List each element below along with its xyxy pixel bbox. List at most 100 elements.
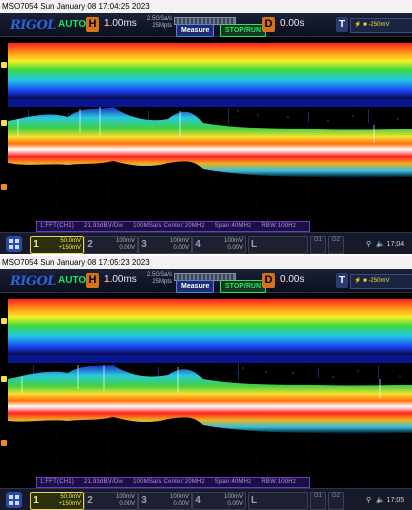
timebase-value[interactable]: 1.00ms <box>104 18 137 29</box>
ch2-number: 2 <box>87 495 93 506</box>
horizontal-badge[interactable]: H <box>86 17 99 32</box>
channel-status-bar: 1 50.0mV +150mV 2 100mV 0.00V 3 100mV 0.00V… <box>0 488 412 510</box>
ch1-offset: +150mV <box>58 245 81 251</box>
generator-1-button[interactable]: G1 <box>310 492 326 510</box>
usb-icon: ⚲ <box>366 241 372 248</box>
speaker-icon[interactable]: 🔈 <box>376 497 385 504</box>
sample-info: 2.5GSa/s 25Mpts <box>136 16 172 30</box>
ch1-offset-marker[interactable] <box>1 376 7 382</box>
ch1-number: 1 <box>33 239 39 250</box>
ch2-offset: 0.00V <box>119 501 135 507</box>
scope-screen-2: MSO7054 Sun January 08 17:05:23 2023 RIG… <box>0 256 412 510</box>
trigger-badge[interactable]: T <box>336 17 348 32</box>
spectrum-svg <box>8 37 412 230</box>
trigger-level-marker[interactable] <box>1 184 7 190</box>
ch3-status[interactable]: 3 100mV 0.00V <box>138 492 192 510</box>
trigger-info[interactable]: ⚡ ■ -250mV <box>350 274 412 289</box>
logic-label: L <box>250 239 258 250</box>
ch3-offset: 0.00V <box>173 245 189 251</box>
generator-2-button[interactable]: G2 <box>328 236 344 254</box>
ch3-status[interactable]: 3 100mV 0.00V <box>138 236 192 254</box>
fft-source: 1:FFT(CH1) <box>40 479 74 485</box>
spectrum-plot <box>8 293 412 486</box>
ch1-number: 1 <box>33 495 39 506</box>
home-menu-icon[interactable] <box>6 236 22 252</box>
top-toolbar: RIGOL AUTO H 1.00ms 2.5GSa/s 25Mpts Meas… <box>0 13 412 37</box>
speaker-icon[interactable]: 🔈 <box>376 241 385 248</box>
delay-value[interactable]: 0.00s <box>280 274 305 285</box>
delay-badge[interactable]: D <box>262 273 275 288</box>
ch1-offset: +150mV <box>58 501 81 507</box>
measure-button[interactable]: Measure <box>176 280 215 293</box>
ch4-number: 4 <box>195 239 201 250</box>
fft-span: Span:40MHz <box>214 223 252 229</box>
ch3-scale: 100mV <box>169 494 189 500</box>
generator-2-button[interactable]: G2 <box>328 492 344 510</box>
ch1-offset-marker[interactable] <box>1 120 7 126</box>
measure-button[interactable]: Measure <box>176 24 215 37</box>
delay-value[interactable]: 0.00s <box>280 18 305 29</box>
trigger-level-marker[interactable] <box>1 440 7 446</box>
ch4-offset: 0.00V <box>227 501 243 507</box>
ch2-number: 2 <box>87 239 93 250</box>
generator-1-button[interactable]: G1 <box>310 236 326 254</box>
clock-time: 17:04 <box>386 241 405 248</box>
ch2-status[interactable]: 2 100mV 0.00V <box>84 492 138 510</box>
ch1-scale: 50.0mV <box>60 238 81 244</box>
memory-depth: 25Mpts <box>152 23 172 29</box>
trigger-edge-icon: ⚡ ■ <box>354 22 369 28</box>
fft-rbw: RBW:100Hz <box>261 479 297 485</box>
screenshot-title: MSO7054 Sun January 08 17:05:23 2023 <box>0 256 412 269</box>
fft-span: Span:40MHz <box>214 479 252 485</box>
trigger-level: -250mV <box>368 278 390 284</box>
fft-scale: 21.93dBV/Div <box>84 223 124 229</box>
fft-info-bar[interactable]: 1:FFT(CH1) 21.93dBV/Div 100MSa/s Center:20… <box>36 221 311 232</box>
sample-rate: 2.5GSa/s <box>146 16 172 22</box>
horizontal-badge[interactable]: H <box>86 273 99 288</box>
memory-depth: 25Mpts <box>152 279 172 285</box>
delay-badge[interactable]: D <box>262 17 275 32</box>
ch1-level-marker[interactable] <box>1 62 7 68</box>
timebase-value[interactable]: 1.00ms <box>104 274 137 285</box>
acquire-mode-button[interactable]: AUTO <box>58 19 87 30</box>
ch2-scale: 100mV <box>115 494 135 500</box>
trigger-level: -250mV <box>368 22 390 28</box>
ch3-scale: 100mV <box>169 238 189 244</box>
signal-spectrum-band <box>8 365 412 434</box>
fft-sample-center: 100MSa/s Center:20MHz <box>133 479 205 485</box>
noise-floor-band <box>8 299 412 355</box>
sample-info: 2.5GSa/s 25Mpts <box>136 272 172 286</box>
fft-info-bar[interactable]: 1:FFT(CH1) 21.93dBV/Div 100MSa/s Center:20… <box>36 477 311 488</box>
top-toolbar: RIGOL AUTO H 1.00ms 2.5GSa/s 25Mpts Meas… <box>0 269 412 293</box>
logic-status[interactable]: L <box>248 492 308 510</box>
ch1-status[interactable]: 1 50.0mV +150mV <box>30 236 84 254</box>
clock: 🔈 17:04 <box>376 240 404 248</box>
home-menu-icon[interactable] <box>6 492 22 508</box>
ch1-level-marker[interactable] <box>1 318 7 324</box>
fft-scale: 21.93dBV/Div <box>84 479 124 485</box>
logic-label: L <box>250 495 258 506</box>
acquire-mode-button[interactable]: AUTO <box>58 275 87 286</box>
trigger-edge-icon: ⚡ ■ <box>354 278 369 284</box>
logic-status[interactable]: L <box>248 236 308 254</box>
ch4-offset: 0.00V <box>227 245 243 251</box>
usb-icon: ⚲ <box>366 497 372 504</box>
trigger-info[interactable]: ⚡ ■ -250mV <box>350 18 412 33</box>
ch4-number: 4 <box>195 495 201 506</box>
ch1-status[interactable]: 1 50.0mV +150mV <box>30 492 84 510</box>
rigol-logo: RIGOL <box>10 274 56 289</box>
ch4-status[interactable]: 4 100mV 0.00V <box>192 492 246 510</box>
rigol-logo: RIGOL <box>10 18 56 33</box>
fft-source: 1:FFT(CH1) <box>40 223 74 229</box>
ch3-number: 3 <box>141 495 147 506</box>
ch4-scale: 100mV <box>223 494 243 500</box>
screenshot-title: MSO7054 Sun January 08 17:04:25 2023 <box>0 0 412 13</box>
channel-status-bar: 1 50.0mV +150mV 2 100mV 0.00V 3 100mV 0.00V… <box>0 232 412 254</box>
trigger-badge[interactable]: T <box>336 273 348 288</box>
ch2-status[interactable]: 2 100mV 0.00V <box>84 236 138 254</box>
scope-screen-1: MSO7054 Sun January 08 17:04:25 2023 RIG… <box>0 0 412 254</box>
stop-run-button[interactable]: STOP/RUN <box>220 280 267 293</box>
stop-run-button[interactable]: STOP/RUN <box>220 24 267 37</box>
clock-time: 17:05 <box>386 497 405 504</box>
ch4-status[interactable]: 4 100mV 0.00V <box>192 236 246 254</box>
